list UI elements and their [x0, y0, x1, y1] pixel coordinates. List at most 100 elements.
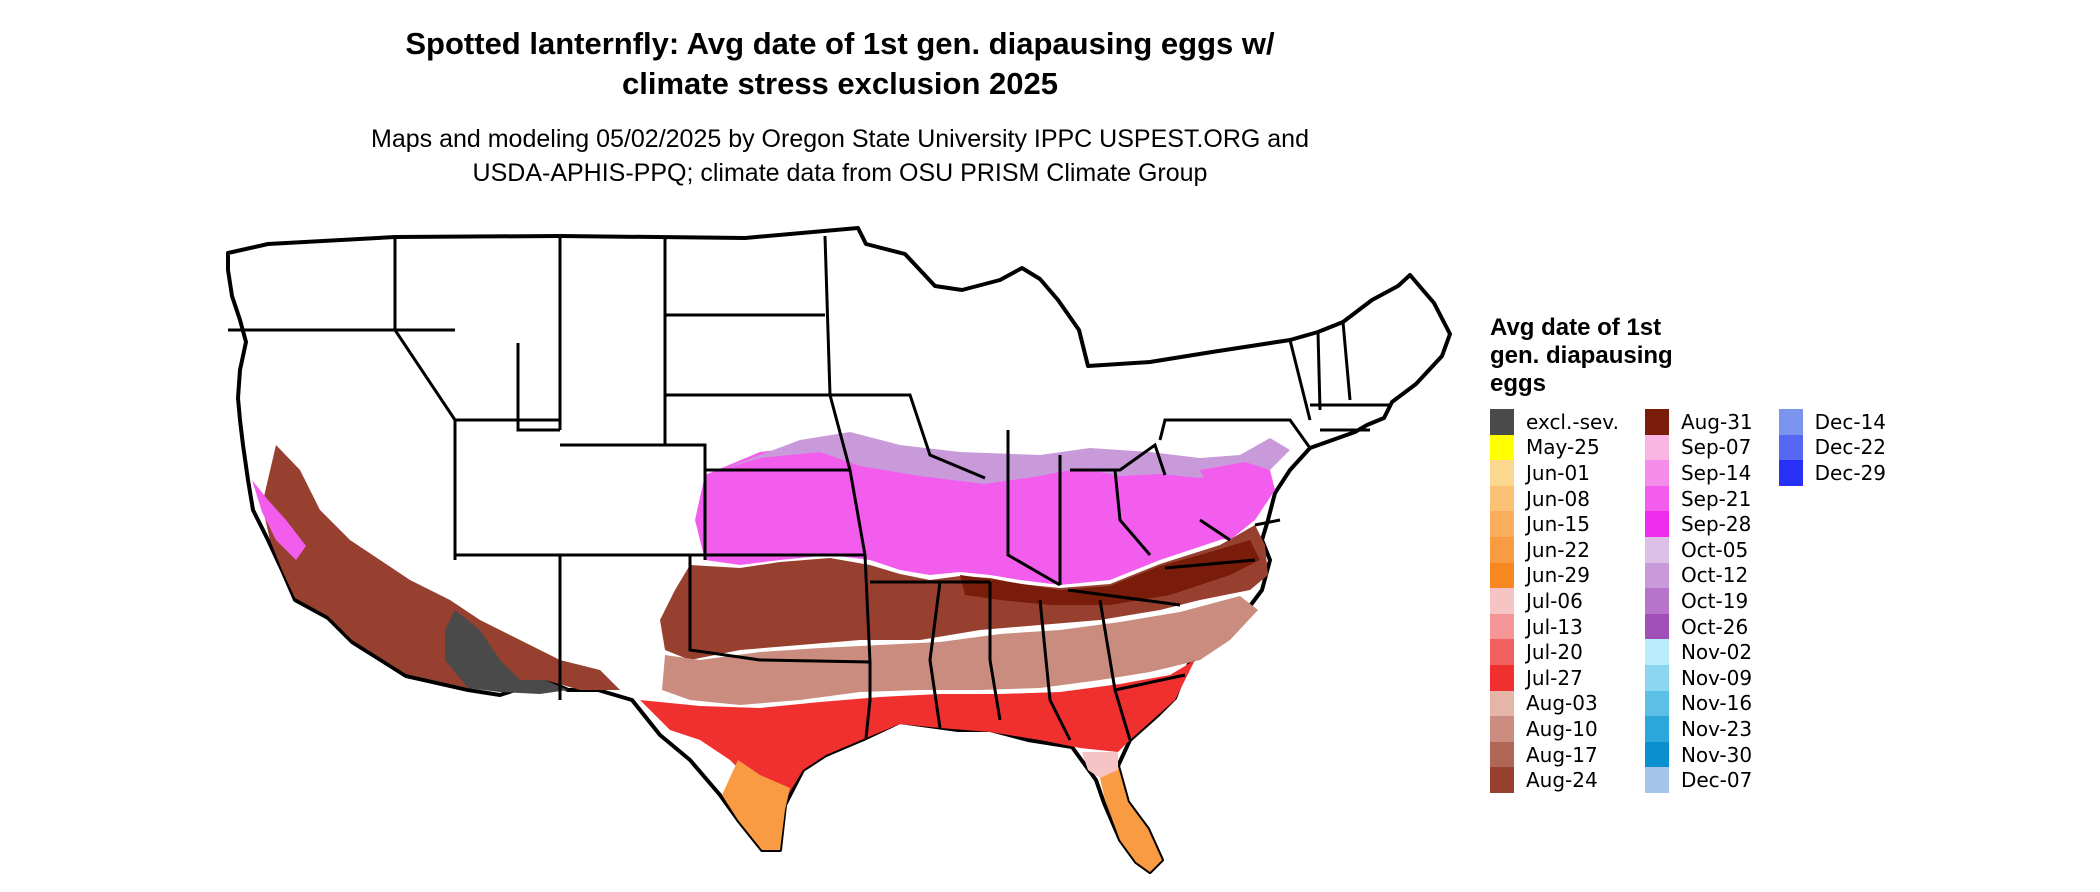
legend-swatch [1644, 690, 1669, 717]
legend-swatch [1644, 536, 1669, 563]
legend-label: Jun-08 [1526, 486, 1590, 511]
legend-label: Jun-29 [1526, 563, 1590, 588]
legend-title: Avg date of 1st gen. diapausing eggs [1490, 314, 1750, 398]
legend-item: Jun-22 [1490, 536, 1619, 563]
legend-column: Aug-31 Sep-07 Sep-14 Sep-21 Sep-28 Oct-05 Oct-… [1644, 409, 1753, 793]
legend-item: Aug-10 [1490, 716, 1619, 742]
legend-item: Dec-14 [1778, 409, 1887, 435]
legend-label: Sep-28 [1680, 512, 1752, 537]
legend-swatch [1644, 460, 1669, 486]
legend-swatch [1490, 434, 1514, 461]
legend-title-line-3: eggs [1490, 370, 1547, 397]
legend-label: Nov-23 [1680, 716, 1753, 741]
border-west-6 [560, 443, 707, 560]
legend-item: Dec-29 [1778, 460, 1887, 486]
legend-label: Jun-15 [1526, 512, 1590, 537]
legend-item: Nov-16 [1644, 690, 1753, 717]
border-ne-6 [1254, 518, 1281, 527]
map-subtitle-line-1: Maps and modeling 05/02/2025 by Oregon S… [371, 125, 1309, 153]
border-west-1 [393, 237, 457, 560]
legend-swatch [1644, 485, 1669, 512]
border-east-5 [1113, 469, 1152, 556]
border-ne-1 [1288, 339, 1312, 421]
legend-item: Sep-07 [1644, 434, 1753, 461]
legend-item: Jun-29 [1490, 562, 1619, 589]
band-orange-texas [722, 760, 790, 850]
border-central-8 [1006, 430, 1061, 587]
legend-item: Jul-20 [1490, 639, 1619, 665]
legend-column: Dec-14 Dec-22 Dec-29 [1778, 409, 1887, 793]
legend-label: Nov-09 [1680, 665, 1753, 690]
legend-swatch [1490, 485, 1514, 512]
band-orange-florida [1100, 766, 1162, 872]
legend-item: Jun-15 [1490, 511, 1619, 537]
legend-swatch [1490, 613, 1514, 640]
map-subtitle: Maps and modeling 05/02/2025 by Oregon S… [220, 122, 1460, 190]
legend-item: Jul-27 [1490, 664, 1619, 691]
legend-swatch [1778, 434, 1803, 461]
legend-label: Jul-06 [1526, 588, 1583, 613]
legend-swatch [1490, 690, 1514, 717]
legend-swatch [1490, 409, 1514, 435]
legend-label: Dec-07 [1680, 768, 1753, 793]
legend-item: Oct-26 [1644, 613, 1753, 640]
legend-label: Oct-05 [1680, 537, 1749, 562]
legend-swatch [1644, 639, 1669, 665]
legend-swatch [1490, 588, 1514, 614]
legend-item: Oct-05 [1644, 536, 1753, 563]
legend-label: Sep-07 [1680, 435, 1752, 460]
legend-label: Dec-14 [1814, 409, 1887, 434]
legend-column: excl.-sev. May-25 Jun-01 Jun-08 Jun-15 Jun-22… [1490, 409, 1619, 793]
legend-swatch [1778, 460, 1803, 486]
legend-label: Jul-27 [1526, 665, 1583, 690]
border-ne-3 [1341, 321, 1352, 401]
legend-label: Aug-03 [1526, 691, 1598, 716]
legend-item: Oct-19 [1644, 588, 1753, 614]
border-central-5 [928, 581, 942, 729]
legend-item: Aug-03 [1490, 690, 1619, 717]
band-lavender-north [720, 432, 1290, 484]
legend-title-line-2: gen. diapausing [1490, 342, 1673, 369]
band-light-pink-florida [1082, 752, 1118, 778]
band-pink-east [1200, 462, 1275, 540]
legend-swatch [1490, 562, 1514, 589]
legend-swatch [1644, 741, 1669, 768]
band-brown-southwest [262, 445, 620, 692]
legend-item: Dec-22 [1778, 434, 1886, 461]
legend-label: Nov-16 [1680, 691, 1753, 716]
legend-swatch [1778, 409, 1803, 435]
legend-item: Sep-28 [1644, 511, 1753, 537]
map-subtitle-line-2: USDA-APHIS-PPQ; climate data from OSU PR… [472, 159, 1208, 187]
border-east-6 [1158, 418, 1312, 449]
border-west-5 [516, 343, 560, 432]
map-title-line-2: climate stress exclusion 2025 [622, 66, 1058, 101]
legend-swatch [1490, 716, 1514, 742]
border-east-1 [1067, 588, 1181, 607]
legend-label: Jul-20 [1526, 640, 1583, 665]
legend-item: Jul-06 [1490, 588, 1619, 614]
legend-item: Sep-21 [1644, 485, 1753, 512]
legend-label: Aug-17 [1526, 742, 1598, 767]
legend-label: Nov-02 [1680, 640, 1753, 665]
legend: excl.-sev. May-25 Jun-01 Jun-08 Jun-15 Jun-22… [1490, 409, 1886, 793]
band-pink-southwest [252, 480, 306, 560]
legend-label: Oct-12 [1680, 563, 1749, 588]
legend-swatch [1644, 613, 1669, 640]
border-east-4 [1070, 442, 1167, 476]
border-central-1 [823, 235, 872, 663]
map-title-line-1: Spotted lanternfly: Avg date of 1st gen.… [405, 26, 1275, 61]
legend-swatch [1644, 562, 1669, 589]
legend-swatch [1490, 767, 1514, 793]
legend-item: Nov-09 [1644, 664, 1753, 691]
legend-swatch [1644, 767, 1669, 793]
legend-label: Aug-10 [1526, 716, 1598, 741]
legend-title-line-1: Avg date of 1st [1490, 314, 1662, 341]
band-red [640, 660, 1195, 800]
legend-item: Aug-31 [1644, 409, 1753, 435]
legend-swatch [1644, 664, 1669, 691]
border-central-4 [988, 582, 1002, 721]
legend-item: Jun-01 [1490, 460, 1619, 486]
legend-label: Aug-31 [1680, 409, 1753, 434]
legend-label: Dec-29 [1814, 460, 1887, 485]
legend-swatch [1490, 639, 1514, 665]
